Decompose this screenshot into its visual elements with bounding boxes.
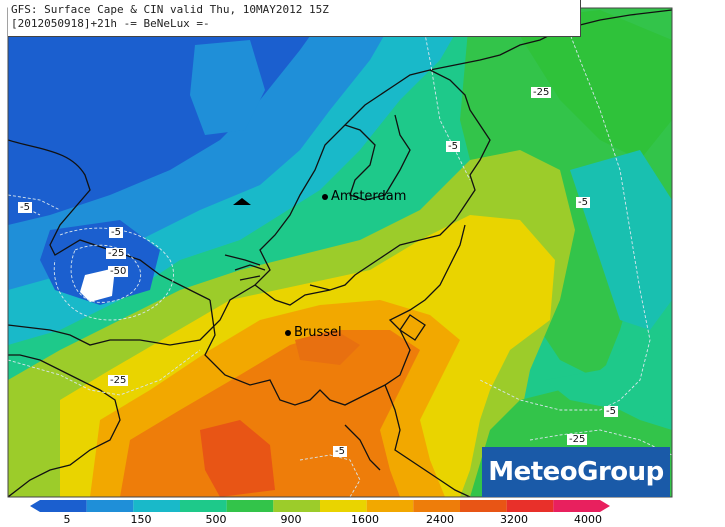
city-label: Brussel (294, 325, 342, 340)
city-marker-icon (322, 193, 328, 200)
colorbar-segment (30, 500, 87, 512)
cin-contour-label: -25 (567, 434, 588, 445)
cin-contour-label: -5 (446, 141, 460, 152)
colorbar (30, 500, 610, 512)
cin-contour-label: -5 (109, 227, 123, 238)
colorbar-segment (506, 500, 554, 512)
meteogroup-logo: MeteoGroup (482, 447, 670, 497)
colorbar-tick-label: 3200 (500, 513, 528, 526)
city-marker-icon (285, 329, 291, 336)
colorbar-segment (273, 500, 320, 512)
cin-contour-label: -5 (18, 202, 32, 213)
colorbar-tick-label: 1600 (351, 513, 379, 526)
colorbar-segment (366, 500, 414, 512)
header-line-1: GFS: Surface Cape & CIN valid Thu, 10MAY… (11, 3, 329, 16)
city-amsterdam: Amsterdam (322, 189, 406, 204)
cin-contour-label: -5 (333, 446, 347, 457)
cin-contour-label: -5 (576, 197, 590, 208)
colorbar-segment (553, 500, 610, 512)
city-label: Amsterdam (331, 189, 407, 204)
colorbar-segment (133, 500, 180, 512)
colorbar-ticks: 5 150 500 900 1600 2400 3200 4000 (0, 513, 725, 527)
colorbar-segment (180, 500, 227, 512)
colorbar-tick-label: 500 (205, 513, 227, 526)
colorbar-segment (226, 500, 274, 512)
city-brussel: Brussel (285, 325, 342, 340)
colorbar-tick-label: 4000 (574, 513, 602, 526)
header-line-2: [2012050918]+21h -= BeNeLux =- (11, 17, 210, 30)
colorbar-tick-label: 5 (63, 513, 71, 526)
colorbar-segment (320, 500, 367, 512)
cin-contour-label: -50 (108, 266, 129, 277)
map-header: GFS: Surface Cape & CIN valid Thu, 10MAY… (8, 0, 581, 37)
colorbar-tick-label: 900 (280, 513, 302, 526)
cin-contour-label: -5 (604, 406, 618, 417)
colorbar-tick-label: 150 (130, 513, 152, 526)
cin-contour-label: -25 (531, 87, 552, 98)
colorbar-segment (413, 500, 460, 512)
cin-contour-label: -25 (108, 375, 129, 386)
colorbar-tick-label: 2400 (426, 513, 454, 526)
cin-contour-label: -25 (106, 248, 127, 259)
colorbar-segment (460, 500, 507, 512)
colorbar-segment (86, 500, 134, 512)
